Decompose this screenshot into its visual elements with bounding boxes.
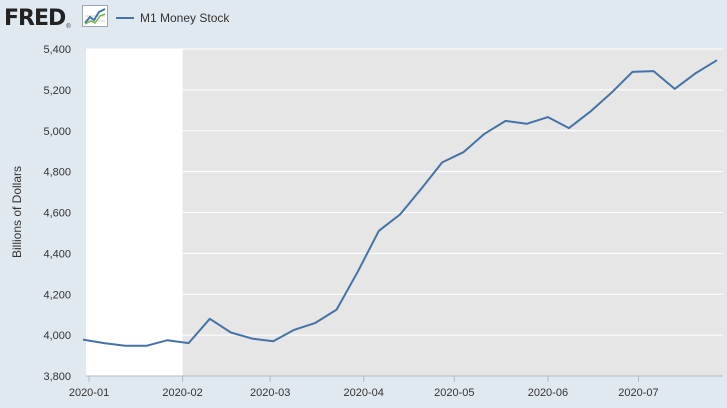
y-tick-label: 5,400 xyxy=(43,44,71,56)
y-tick-label: 4,800 xyxy=(43,167,71,179)
data-point[interactable] xyxy=(610,92,612,94)
y-tick-label: 5,000 xyxy=(43,126,71,138)
x-tick-label: 2020-05 xyxy=(434,387,474,399)
data-point[interactable] xyxy=(145,345,147,347)
data-point[interactable] xyxy=(293,329,295,331)
data-point[interactable] xyxy=(336,309,338,311)
chart-legend[interactable]: M1 Money Stock xyxy=(116,11,229,25)
series-layer xyxy=(82,59,718,347)
fred-logo[interactable]: FRED ® xyxy=(4,6,71,34)
data-point[interactable] xyxy=(695,72,697,74)
chart-header: FRED ® M1 Money Stock xyxy=(0,0,727,40)
x-tick-label: 2020-07 xyxy=(618,387,658,399)
data-point[interactable] xyxy=(484,133,486,135)
data-point[interactable] xyxy=(209,318,211,320)
data-point[interactable] xyxy=(230,331,232,333)
y-tick-label: 4,400 xyxy=(43,248,71,260)
x-axis: 2020-01 2020-02 2020-03 2020-04 2020-05 2020-… xyxy=(69,375,723,399)
x-tick-label: 2020-02 xyxy=(162,387,202,399)
x-tick-label: 2020-01 xyxy=(69,387,109,399)
data-point[interactable] xyxy=(251,338,253,340)
data-point[interactable] xyxy=(272,340,274,342)
data-point[interactable] xyxy=(462,151,464,153)
y-tick-label: 4,200 xyxy=(43,289,71,301)
y-axis: 3,800 4,000 4,200 4,400 4,600 4,800 5,000 5,200… xyxy=(43,44,71,383)
data-point[interactable] xyxy=(314,322,316,324)
x-tick-label: 2020-04 xyxy=(344,387,384,399)
y-tick-label: 5,200 xyxy=(43,85,71,97)
data-point[interactable] xyxy=(167,339,169,341)
data-point[interactable] xyxy=(505,120,507,122)
data-point[interactable] xyxy=(82,339,84,341)
logo-wordmark: FRED xyxy=(4,6,66,31)
data-point[interactable] xyxy=(547,116,549,118)
data-point[interactable] xyxy=(399,214,401,216)
data-point[interactable] xyxy=(188,342,190,344)
data-point[interactable] xyxy=(631,71,633,73)
data-point[interactable] xyxy=(357,271,359,273)
data-point[interactable] xyxy=(653,70,655,72)
data-point[interactable] xyxy=(674,88,676,90)
data-point[interactable] xyxy=(526,123,528,125)
x-tick-label: 2020-03 xyxy=(250,387,290,399)
gridlines xyxy=(86,48,723,377)
y-tick-label: 3,800 xyxy=(43,371,71,383)
y-axis-title: Billions of Dollars xyxy=(10,166,24,258)
y-tick-label: 4,600 xyxy=(43,208,71,220)
data-point[interactable] xyxy=(103,342,105,344)
series-line[interactable] xyxy=(82,59,718,347)
data-point[interactable] xyxy=(589,111,591,113)
data-point[interactable] xyxy=(378,230,380,232)
data-point[interactable] xyxy=(568,127,570,129)
legend-line-swatch xyxy=(116,17,134,19)
data-point[interactable] xyxy=(441,161,443,163)
fred-graph-icon xyxy=(82,5,108,27)
data-point[interactable] xyxy=(420,188,422,190)
data-point[interactable] xyxy=(124,345,126,347)
logo-registered-mark: ® xyxy=(66,24,71,30)
y-tick-label: 4,000 xyxy=(43,330,71,342)
data-point[interactable] xyxy=(716,59,718,61)
legend-label: M1 Money Stock xyxy=(140,11,230,25)
x-tick-label: 2020-06 xyxy=(528,387,568,399)
